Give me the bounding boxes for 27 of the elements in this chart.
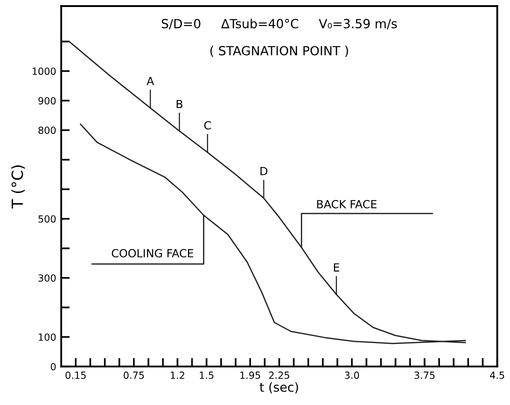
annotation: COOLING FACE — [112, 249, 194, 258]
y-tick-label: 1000 — [32, 68, 56, 75]
x-tick-label: 1.5 — [200, 372, 214, 379]
annotation: B — [176, 100, 182, 108]
x-axis-title: t (sec) — [260, 382, 298, 394]
x-tick-label: 1.2 — [170, 372, 184, 379]
y-tick-label: 300 — [38, 274, 56, 282]
y-tick-label: 800 — [38, 126, 56, 134]
x-tick-label: 3.75 — [414, 372, 435, 379]
text: S/D=0 ΔTsub=40°C V₀=3.59 m/s — [162, 18, 397, 30]
x-tick-label: 2.25 — [269, 372, 290, 379]
x-tick-label: 0.75 — [124, 372, 144, 379]
x-tick-label: 3.0 — [344, 372, 359, 379]
annotation: D — [260, 167, 268, 176]
annotation: E — [334, 263, 340, 272]
y-tick-label: 900 — [38, 97, 56, 104]
y-tick-label: 0 — [50, 363, 56, 370]
y-axis-title: T (°C) — [11, 165, 25, 209]
annotation: C — [204, 121, 211, 130]
y-tick-label: 500 — [38, 215, 56, 223]
y-tick-label: 100 — [38, 333, 56, 341]
annotation: BACK FACE — [317, 200, 377, 208]
x-tick-label: 0.15 — [66, 372, 86, 379]
x-tick-label: 4.5 — [490, 372, 504, 379]
text: ( STAGNATION POINT ) — [210, 46, 348, 57]
x-tick-label: 1.95 — [240, 372, 260, 379]
annotation: A — [146, 76, 154, 86]
